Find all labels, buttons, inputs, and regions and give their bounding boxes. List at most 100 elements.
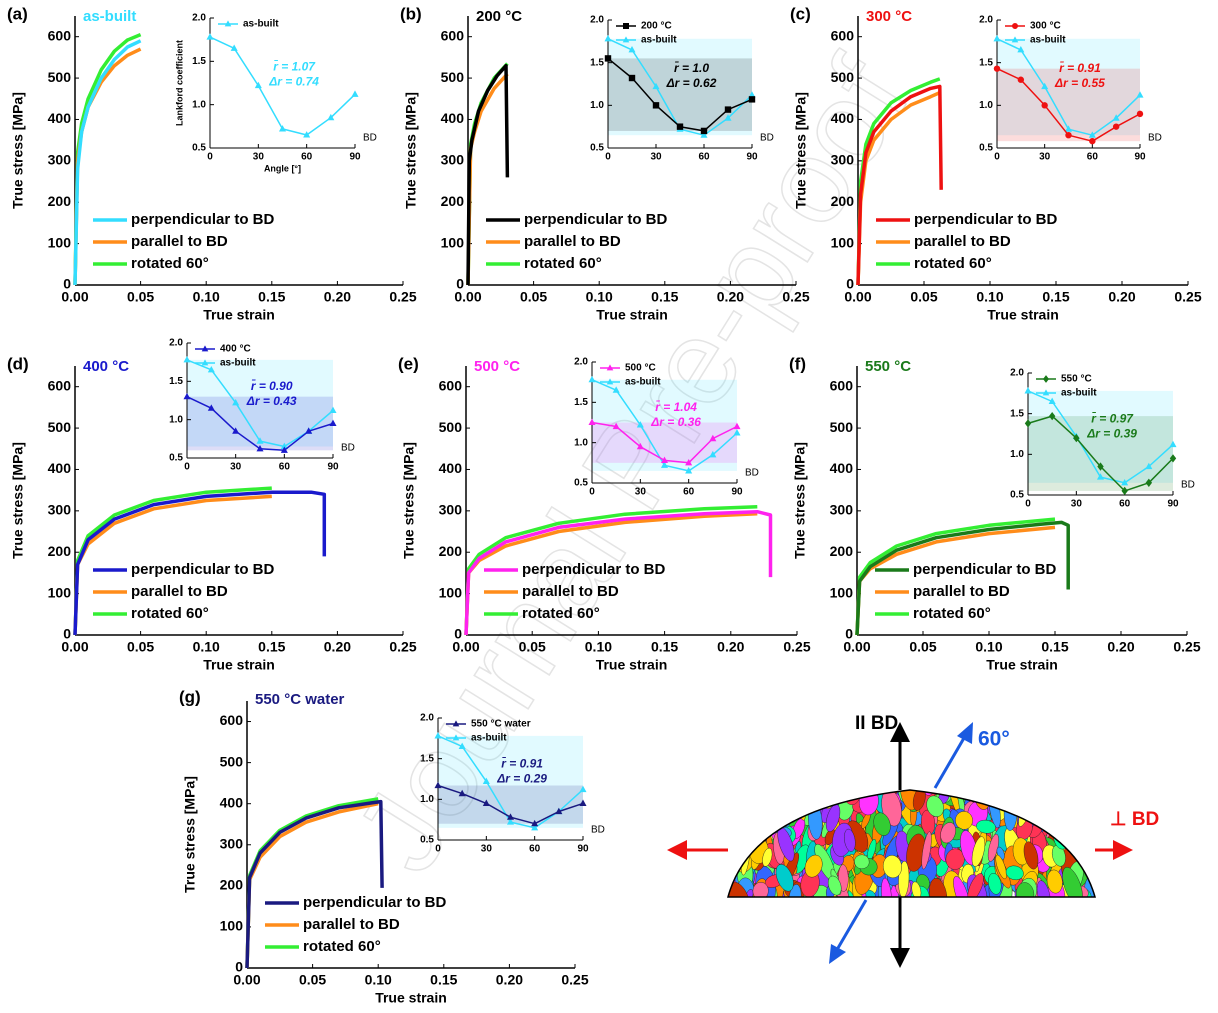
grain xyxy=(1046,869,1063,894)
x-tick-label: 0.05 xyxy=(520,289,547,305)
grain xyxy=(738,808,747,831)
marker xyxy=(709,450,717,458)
x-tick-label: 0.10 xyxy=(193,289,220,305)
x-tick-label: 90 xyxy=(349,152,361,163)
grain xyxy=(779,796,793,813)
x-tick-label: 0.05 xyxy=(909,639,936,655)
grain xyxy=(762,802,775,818)
grain xyxy=(1073,790,1083,803)
grain xyxy=(1022,790,1042,811)
y-tick-label: 1.5 xyxy=(169,376,183,387)
x-tick-label: 0.20 xyxy=(717,289,744,305)
grain xyxy=(1087,838,1095,858)
grain xyxy=(731,823,751,854)
grain xyxy=(826,790,844,797)
x-tick-label: 0.25 xyxy=(561,972,588,988)
y-tick-label: 1.0 xyxy=(1010,449,1024,460)
y-tick-label: 1.0 xyxy=(192,99,206,110)
y-tick-label: 600 xyxy=(441,27,465,43)
marker xyxy=(612,386,620,393)
x-tick-label: 0.00 xyxy=(844,289,871,305)
y-tick-label: 200 xyxy=(48,543,72,559)
chart-title: 300 °C xyxy=(866,8,912,25)
grain xyxy=(1033,792,1042,814)
annotation: r̄ = 1.04 xyxy=(655,400,697,414)
y-axis-label: True stress [MPa] xyxy=(10,92,26,209)
y-tick-label: 0 xyxy=(63,276,71,292)
marker xyxy=(1121,486,1128,496)
x-tick-label: 0 xyxy=(589,487,595,498)
x-tick-label: 30 xyxy=(1039,152,1051,163)
y-tick-label: 500 xyxy=(48,69,72,85)
grain xyxy=(1083,830,1095,849)
grain xyxy=(988,873,1002,895)
marker xyxy=(280,446,288,453)
grain xyxy=(1060,796,1072,827)
grain xyxy=(1005,865,1024,881)
x-tick-label: 0.25 xyxy=(1173,639,1200,655)
legend-label: rotated 60° xyxy=(522,605,600,622)
grain xyxy=(1032,796,1050,823)
x-tick-label: 0.20 xyxy=(717,639,744,655)
marker xyxy=(305,427,313,434)
grain xyxy=(728,790,739,801)
legend-label: perpendicular to BD xyxy=(131,561,275,578)
x-tick-label: 0.05 xyxy=(519,639,546,655)
y-tick-label: 600 xyxy=(831,27,855,43)
grain xyxy=(1051,812,1071,826)
marker xyxy=(1048,397,1056,405)
legend-label: parallel to BD xyxy=(131,583,228,600)
y-tick-label: 0 xyxy=(454,626,462,642)
dome-outline xyxy=(727,789,1096,898)
grain xyxy=(1044,813,1065,829)
y-tick-label: 500 xyxy=(48,419,72,435)
legend-label: as-built xyxy=(220,358,256,369)
x-tick-label: 0.05 xyxy=(127,289,154,305)
grain xyxy=(735,829,750,843)
y-tick-label: 100 xyxy=(439,584,463,600)
x-tick-label: 0.20 xyxy=(1107,639,1134,655)
legend-label: perpendicular to BD xyxy=(524,211,668,228)
grain xyxy=(873,812,891,836)
y-tick-label: 200 xyxy=(830,543,854,559)
y-tick-label: 0 xyxy=(846,276,854,292)
x-tick-label: 0.05 xyxy=(299,972,326,988)
x-tick-label: 0.05 xyxy=(127,639,154,655)
grain xyxy=(746,790,759,801)
annotation: Δr = 0.43 xyxy=(246,394,297,408)
marker xyxy=(183,392,191,400)
marker xyxy=(1041,82,1049,90)
x-tick-label: 60 xyxy=(301,152,313,163)
arrow-head xyxy=(829,944,846,964)
marker xyxy=(452,734,460,741)
marker xyxy=(993,34,1001,42)
bd-label: BD xyxy=(591,825,605,836)
annotation: r̄ = 1.07 xyxy=(273,60,316,74)
annotation: r̄ = 0.91 xyxy=(501,757,543,771)
legend-label: 200 °C xyxy=(641,21,672,32)
y-tick-label: 300 xyxy=(48,152,72,168)
y-tick-label: 200 xyxy=(441,193,465,209)
grain xyxy=(881,877,892,897)
y-tick-label: 2.0 xyxy=(574,357,588,368)
y-tick-label: 300 xyxy=(439,502,463,518)
grain xyxy=(1087,790,1095,803)
panel-label: (d) xyxy=(7,354,29,373)
grain xyxy=(995,854,1007,880)
grain xyxy=(765,790,777,816)
y-tick-label: 0 xyxy=(456,276,464,292)
grain xyxy=(728,827,736,859)
x-tick-label: 0 xyxy=(1025,499,1031,510)
x-axis-label: True strain xyxy=(986,657,1058,673)
grain xyxy=(796,790,808,805)
legend-label: rotated 60° xyxy=(524,255,602,272)
grain xyxy=(1062,867,1083,897)
marker xyxy=(458,742,466,750)
legend-label: as-built xyxy=(1061,388,1097,399)
marker xyxy=(1096,473,1105,480)
y-tick-label: 500 xyxy=(220,753,244,769)
marker xyxy=(224,20,232,27)
grain xyxy=(1004,790,1015,815)
legend-label: parallel to BD xyxy=(522,583,619,600)
grain xyxy=(1043,793,1053,818)
